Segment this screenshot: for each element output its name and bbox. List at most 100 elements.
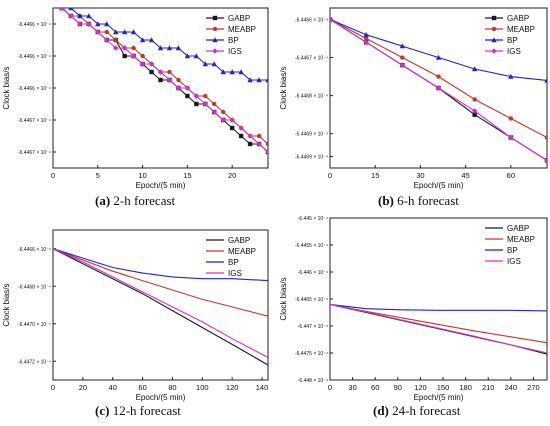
caption-a-text: 2-h forecast [113, 193, 176, 208]
legend-label-a-3: IGS [228, 47, 242, 56]
y-axis-label-d: Clock bias/s [279, 277, 288, 320]
x-tick-label-c-5: 100 [196, 383, 209, 392]
x-axis-label-c: Epoch/(5 min) [136, 393, 186, 402]
legend-label-a-0: GABP [228, 14, 250, 23]
x-tick-label-d-6: 180 [459, 383, 472, 392]
caption-c: (c) 12-h forecast [95, 403, 181, 419]
x-axis-label-a: Epoch/(5 min) [136, 181, 186, 190]
y-tick-label-b-2: -6.4468 × 10⁻⁴ [295, 94, 328, 100]
point-a-meabp-22 [256, 133, 262, 139]
point-a-bp-19 [229, 69, 235, 75]
chart-b: 0 15 30 45 60 -6.4466 × 10⁻⁴ -6.4467 × 10⁻⁴ -6.… [279, 7, 548, 190]
series-line-c-bp [53, 248, 268, 282]
legend-label-d-0: GABP [507, 224, 529, 233]
plot-frame-a [52, 7, 269, 169]
x-tick-label-b-4: 60 [507, 171, 515, 180]
point-a-meabp-8 [131, 45, 136, 51]
y-tick-label-c-2: -6.4470 × 10⁻⁴ [18, 322, 51, 328]
point-a-bp-16 [202, 61, 208, 67]
point-b-igs-2 [399, 62, 406, 68]
legend-marker-a-1 [212, 26, 218, 32]
y-tick-label-b-1: -6.4467 × 10⁻⁴ [295, 56, 328, 62]
y-tick-label-a-3: -6.4467 × 10⁻⁴ [18, 118, 51, 124]
point-a-bp-4 [95, 21, 101, 27]
legend-label-c-2: BP [228, 258, 239, 267]
point-a-gabp-20 [238, 133, 244, 139]
point-a-bp-23 [265, 77, 268, 83]
point-b-gabp-4 [472, 112, 477, 117]
legend-label-c-3: IGS [228, 269, 242, 278]
caption-d-letter: (d) [373, 403, 389, 418]
point-a-meabp-12 [167, 69, 172, 75]
x-tick-label-d-9: 270 [527, 383, 540, 392]
point-a-igs-22 [256, 141, 262, 147]
x-tick-label-d-7: 210 [482, 383, 495, 392]
point-a-bp-7 [121, 29, 128, 35]
point-a-gabp-21 [247, 141, 253, 147]
x-tick-label-b-1: 15 [371, 171, 379, 180]
y-tick-label-a-1: -6.4466 × 10⁻⁴ [18, 54, 51, 60]
point-b-igs-0 [330, 16, 333, 23]
point-a-igs-3 [86, 21, 92, 27]
legend-label-c-0: GABP [228, 236, 250, 245]
point-a-igs-0 [59, 8, 65, 11]
series-line-a-bp [62, 8, 268, 81]
legend-label-d-3: IGS [507, 257, 521, 266]
x-tick-label-a-2: 10 [138, 171, 146, 180]
point-a-meabp-23 [265, 141, 268, 147]
y-tick-label-d-5: -6.4475 × 10⁻⁴ [295, 351, 328, 357]
y-tick-label-d-1: -6.4455 × 10⁻⁴ [295, 243, 328, 249]
point-a-bp-2 [77, 13, 83, 19]
chart-c: 0 20 40 60 80 100 120 140 -6.4466 × 10⁻⁴ -6.4468 … [2, 229, 269, 402]
y-tick-label-d-4: -6.447 × 10⁻⁴ [298, 324, 328, 330]
point-a-bp-10 [148, 37, 155, 43]
legend-marker-a-3 [212, 48, 218, 54]
point-b-bp-4 [471, 66, 478, 72]
point-a-bp-9 [139, 37, 146, 43]
point-a-igs-18 [220, 117, 226, 123]
point-a-gabp-14 [185, 93, 190, 99]
x-tick-label-c-6: 120 [226, 383, 239, 392]
point-a-meabp-18 [221, 109, 226, 115]
y-tick-label-b-4: -6.4469 × 10⁻⁴ [295, 155, 328, 161]
y-tick-label-b-0: -6.4466 × 10⁻⁴ [295, 17, 328, 23]
point-a-igs-9 [139, 61, 146, 67]
x-tick-label-d-2: 60 [371, 383, 379, 392]
legend-label-c-1: MEABP [228, 247, 256, 256]
point-a-igs-21 [247, 133, 253, 139]
point-b-meabp-4 [472, 97, 477, 102]
y-tick-label-d-6: -6.448 × 10⁻⁴ [298, 378, 328, 384]
point-a-igs-15 [193, 93, 200, 99]
plot-area-d [330, 303, 547, 355]
point-a-bp-5 [104, 21, 110, 27]
point-a-bp-6 [113, 29, 119, 35]
point-a-bp-17 [211, 61, 217, 67]
x-tick-label-a-3: 15 [183, 171, 191, 180]
caption-c-letter: (c) [95, 403, 110, 418]
plot-area-c [53, 248, 268, 366]
point-a-gabp-10 [149, 69, 154, 75]
legend-marker-b-2 [491, 37, 497, 43]
x-tick-label-b-2: 30 [416, 171, 424, 180]
x-tick-label-a-1: 5 [96, 171, 100, 180]
x-tick-label-d-1: 30 [348, 383, 356, 392]
point-a-igs-10 [148, 61, 155, 67]
caption-c-text: 12-h forecast [112, 403, 181, 418]
point-a-igs-20 [238, 125, 244, 131]
x-tick-label-d-0: 0 [328, 383, 332, 392]
point-b-igs-4 [471, 108, 478, 114]
point-a-meabp-16 [203, 93, 208, 99]
caption-a: (a) 2-h forecast [95, 193, 175, 209]
legend-label-b-1: MEABP [507, 25, 535, 34]
point-b-bp-5 [508, 73, 514, 79]
point-b-meabp-3 [436, 74, 441, 79]
point-b-meabp-2 [400, 55, 405, 60]
chart-a: 0 5 10 15 20 -6.4466 × 10⁻⁴ -6.4466 × 10⁻⁴ -6.4… [2, 7, 269, 190]
x-axis-label-d: Epoch/(5 min) [414, 393, 464, 402]
point-a-igs-6 [113, 45, 119, 51]
point-a-meabp-17 [212, 101, 217, 107]
point-a-bp-8 [130, 29, 137, 35]
point-a-bp-18 [220, 69, 226, 75]
y-tick-label-c-3: -6.4472 × 10⁻⁴ [18, 359, 51, 365]
